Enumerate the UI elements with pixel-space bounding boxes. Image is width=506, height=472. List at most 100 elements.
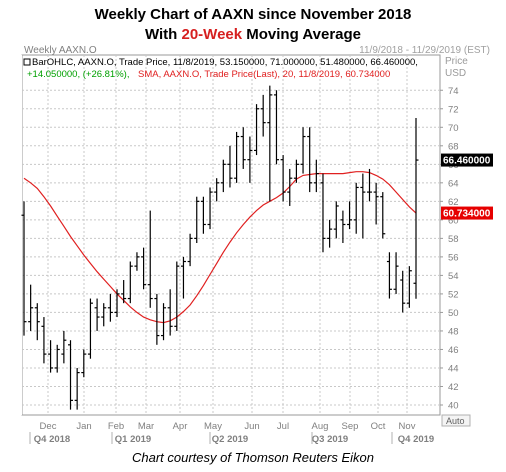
- ohlc-bar: [307, 127, 313, 193]
- ohlc-bar: [287, 168, 293, 206]
- ohlc-bar: [240, 127, 246, 169]
- y-tick-label: 42: [448, 382, 459, 393]
- ohlc-bar: [400, 270, 406, 313]
- x-quarter-label: Q4 2018: [34, 434, 70, 445]
- ohlc-bar: [180, 256, 186, 299]
- ohlc-bar: [247, 136, 253, 183]
- ohlc-bar: [167, 289, 173, 336]
- ohlc-bar: [187, 233, 193, 267]
- y-tick-label: 68: [448, 141, 459, 152]
- title-pre: With: [144, 26, 182, 43]
- ohlc-bar: [254, 104, 260, 156]
- y-tick-label: 62: [448, 197, 459, 208]
- x-month-label: Apr: [173, 421, 188, 432]
- ohlc-bar: [134, 252, 140, 271]
- ohlc-bar: [293, 159, 299, 183]
- y-tick-label: 74: [448, 86, 459, 97]
- ohlc-bar: [54, 344, 60, 373]
- ohlc-bar: [327, 219, 333, 248]
- x-month-label: Mar: [138, 421, 154, 432]
- ohlc-bar: [147, 210, 153, 308]
- ohlc-bar: [393, 252, 399, 294]
- ohlc-bar: [380, 192, 386, 239]
- price-header: Price: [445, 56, 468, 67]
- currency-label: USD: [445, 68, 466, 79]
- ohlc-bar: [28, 284, 34, 331]
- y-tick-label: 44: [448, 363, 459, 374]
- chart-credit: Chart courtesy of Thomson Reuters Eikon: [131, 450, 375, 465]
- ohlc-bar: [48, 340, 54, 373]
- y-tick-label: 70: [448, 123, 459, 134]
- ohlc-legend-line1: BarOHLC, AAXN.O, Trade Price, 11/8/2019,…: [32, 57, 418, 68]
- sma-value: 60.734000: [443, 209, 491, 220]
- ohlc-bar: [121, 280, 127, 304]
- ohlc-bar: [74, 367, 80, 410]
- ohlc-bar: [234, 131, 240, 183]
- ohlc-bar: [280, 155, 286, 202]
- sma-line: [23, 171, 417, 324]
- ohlc-bar: [333, 201, 339, 239]
- x-quarter-label: Q1 2019: [115, 434, 151, 445]
- ohlc-bar: [413, 118, 419, 299]
- ohlc-bar: [260, 94, 266, 137]
- ohlc-bar: [347, 201, 353, 230]
- y-tick-label: 48: [448, 326, 459, 337]
- ohlc-bar: [340, 210, 346, 243]
- ohlc-bar: [161, 303, 167, 341]
- y-tick-label: 58: [448, 234, 459, 245]
- ohlc-bar: [101, 303, 107, 327]
- ohlc-bar: [200, 196, 206, 234]
- ohlc-legend-line2: +14.050000, (+26.81%),: [27, 69, 129, 80]
- ohlc-bar: [194, 196, 200, 243]
- x-month-label: Dec: [40, 421, 57, 432]
- y-tick-label: 72: [448, 104, 459, 115]
- ohlc-bar: [34, 303, 40, 341]
- title-highlight: 20-Week: [181, 26, 243, 43]
- last-price-tag: [441, 153, 493, 167]
- x-month-label: Aug: [312, 421, 329, 432]
- y-tick-label: 50: [448, 308, 459, 319]
- ohlc-bar: [214, 178, 220, 202]
- ohlc-bar: [154, 293, 160, 345]
- x-month-label: May: [204, 421, 222, 432]
- y-tick-label: 56: [448, 252, 459, 263]
- ohlc-bar: [360, 173, 366, 239]
- auto-scale-label[interactable]: Auto: [446, 416, 465, 426]
- ohlc-bar: [267, 85, 273, 202]
- ohlc-bar: [207, 187, 213, 230]
- ohlc-bar: [107, 293, 113, 322]
- x-month-label: Jun: [244, 421, 259, 432]
- y-tick-label: 40: [448, 401, 459, 412]
- ohlc-legend-box: [23, 58, 31, 66]
- auto-scale-button[interactable]: [441, 414, 471, 427]
- chart-title-line1: Weekly Chart of AAXN since November 2018: [94, 6, 412, 23]
- ohlc-bar: [313, 159, 319, 193]
- ohlc-bar: [353, 182, 359, 234]
- ohlc-bar: [141, 247, 147, 290]
- x-quarter-label: Q4 2019: [398, 434, 434, 445]
- ohlc-bar: [220, 159, 226, 193]
- ohlc-bar: [94, 298, 100, 331]
- y-tick-label: 64: [448, 178, 459, 189]
- ohlc-bar: [320, 173, 326, 253]
- x-quarter-label: Q3 2019: [312, 434, 348, 445]
- ohlc-bar: [61, 330, 67, 364]
- ohlc-bar: [386, 252, 392, 299]
- ohlc-bars: [21, 85, 419, 410]
- ohlc-bar: [87, 298, 93, 359]
- ohlc-bar: [227, 145, 233, 188]
- x-month-label: Oct: [371, 421, 386, 432]
- x-axis-labels: Dec Jan Feb Mar Apr May Jun Jul Aug Sep Oct Nov Q4 2…: [29, 421, 434, 445]
- y-tick-label: 46: [448, 345, 459, 356]
- ohlc-bar: [127, 261, 133, 304]
- x-month-label: Jul: [277, 421, 289, 432]
- x-quarter-label: Q2 2019: [212, 434, 248, 445]
- chart-title-line2: With 20-Week Moving Average: [0, 26, 506, 44]
- ohlc-bar: [406, 266, 412, 308]
- ohlc-bar: [373, 182, 379, 225]
- x-month-label: Feb: [108, 421, 124, 432]
- plot-frame: [21, 54, 441, 416]
- ohlc-bar: [68, 340, 74, 410]
- ohlc-bar: [41, 317, 47, 364]
